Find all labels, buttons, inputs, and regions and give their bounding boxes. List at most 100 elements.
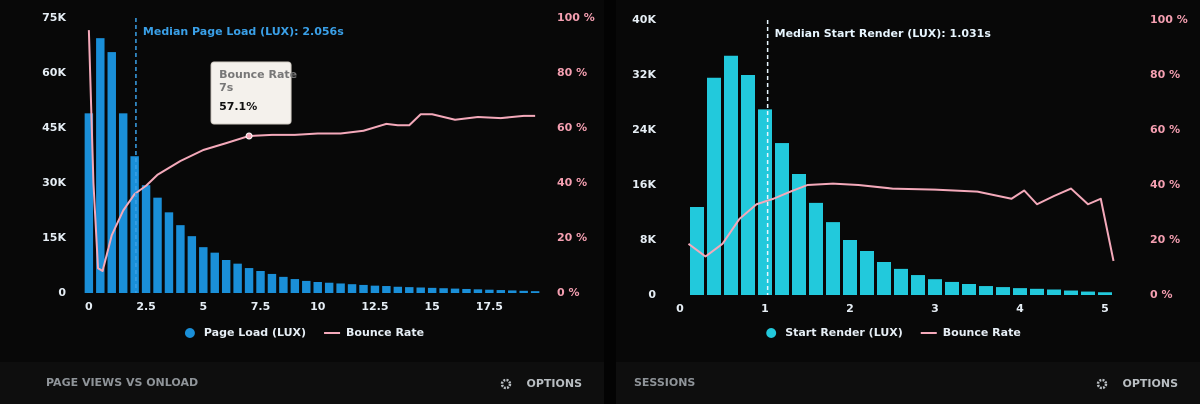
bar <box>267 273 277 293</box>
options-button[interactable]: OPTIONS <box>1123 377 1179 390</box>
bar <box>473 289 483 293</box>
bar <box>1013 288 1027 295</box>
y2-tick-label: 100 % <box>557 11 595 24</box>
bar <box>519 290 528 293</box>
bar <box>153 197 162 293</box>
bar <box>382 286 391 293</box>
bar <box>336 283 345 293</box>
bar <box>324 282 334 293</box>
y2-tick-label: 80 % <box>557 66 587 79</box>
y2-tick-label: 60 % <box>1150 123 1180 136</box>
bar <box>279 276 288 293</box>
bar <box>485 289 494 293</box>
bar <box>118 113 128 293</box>
y-tick-label: 75K <box>42 11 66 24</box>
y-tick-label: 40K <box>632 13 656 26</box>
bar <box>187 236 197 293</box>
bar <box>996 287 1010 295</box>
bar <box>347 284 357 293</box>
bar <box>741 75 755 295</box>
tooltip-point <box>245 132 253 140</box>
median-label: Median Page Load (LUX): 2.056s <box>143 25 344 38</box>
panel <box>616 0 1200 404</box>
tooltip-value: 57.1% <box>219 100 257 113</box>
bar <box>979 286 993 295</box>
bar <box>370 285 380 293</box>
y-tick-label: 24K <box>632 123 656 136</box>
y-tick-label: 0 <box>648 288 656 301</box>
median-label: Median Start Render (LUX): 1.031s <box>775 27 992 40</box>
line <box>687 182 1115 262</box>
x-tick-label: 2.5 <box>136 300 156 313</box>
bar <box>496 290 506 293</box>
bar <box>911 275 925 295</box>
bar <box>427 287 437 293</box>
tooltip-title: Bounce Rate <box>219 68 297 81</box>
x-tick-label: 17.5 <box>476 300 503 313</box>
bar <box>860 251 874 295</box>
bar <box>508 290 517 293</box>
bar <box>244 268 254 293</box>
bar <box>107 52 116 293</box>
bar <box>826 222 840 295</box>
options-icon[interactable] <box>1096 378 1108 390</box>
bar <box>210 252 219 293</box>
y2-tick-label: 20 % <box>1150 233 1180 246</box>
bar <box>313 282 322 293</box>
y2-tick-label: 0 % <box>1150 288 1173 301</box>
y2-tick-label: 0 % <box>557 286 580 299</box>
y-tick-label: 15K <box>42 231 66 244</box>
bar <box>96 38 105 293</box>
legend-swatch <box>766 328 777 338</box>
x-tick-label: 0 <box>676 302 684 315</box>
bar <box>1098 292 1112 295</box>
bar <box>290 279 300 293</box>
x-tick-label: 1 <box>761 302 769 315</box>
bar <box>256 271 265 293</box>
x-tick-label: 12.5 <box>361 300 388 313</box>
bar <box>724 55 738 295</box>
bar <box>775 143 789 295</box>
bar <box>416 287 425 293</box>
legend-swatch <box>184 328 195 338</box>
y2-tick-label: 60 % <box>557 121 587 134</box>
x-tick-label: 5 <box>1101 302 1109 315</box>
bar <box>530 291 540 293</box>
bar <box>221 260 231 293</box>
y-tick-label: 32K <box>632 68 656 81</box>
bar <box>707 77 721 295</box>
bar <box>405 287 414 293</box>
y2-tick-label: 40 % <box>1150 178 1180 191</box>
options-icon[interactable] <box>500 378 512 390</box>
bar <box>462 288 471 293</box>
y2-tick-label: 40 % <box>557 176 587 189</box>
tooltip-x: 7s <box>219 81 234 94</box>
x-tick-label: 10 <box>310 300 326 313</box>
y2-tick-label: 80 % <box>1150 68 1180 81</box>
bar <box>359 284 368 293</box>
y2-tick-label: 20 % <box>557 231 587 244</box>
bar <box>130 156 139 293</box>
options-button[interactable]: OPTIONS <box>527 377 583 390</box>
bar <box>1030 288 1044 295</box>
bar <box>233 263 242 293</box>
bar <box>84 113 94 293</box>
x-tick-label: 2 <box>846 302 854 315</box>
x-tick-label: 0 <box>85 300 93 313</box>
x-tick-label: 4 <box>1016 302 1024 315</box>
legend-label: Bounce Rate <box>346 326 424 339</box>
bar <box>1064 290 1078 295</box>
footer-title: SESSIONS <box>634 376 695 389</box>
y-tick-label: 30K <box>42 176 66 189</box>
x-tick-label: 15 <box>424 300 439 313</box>
x-tick-label: 7.5 <box>251 300 271 313</box>
legend-label: Page Load (LUX) <box>204 326 306 339</box>
bar <box>877 262 891 295</box>
bar <box>164 212 174 293</box>
bar <box>141 185 151 293</box>
bar <box>199 247 208 293</box>
y-tick-label: 0 <box>58 286 66 299</box>
panel-footer <box>616 362 1200 404</box>
